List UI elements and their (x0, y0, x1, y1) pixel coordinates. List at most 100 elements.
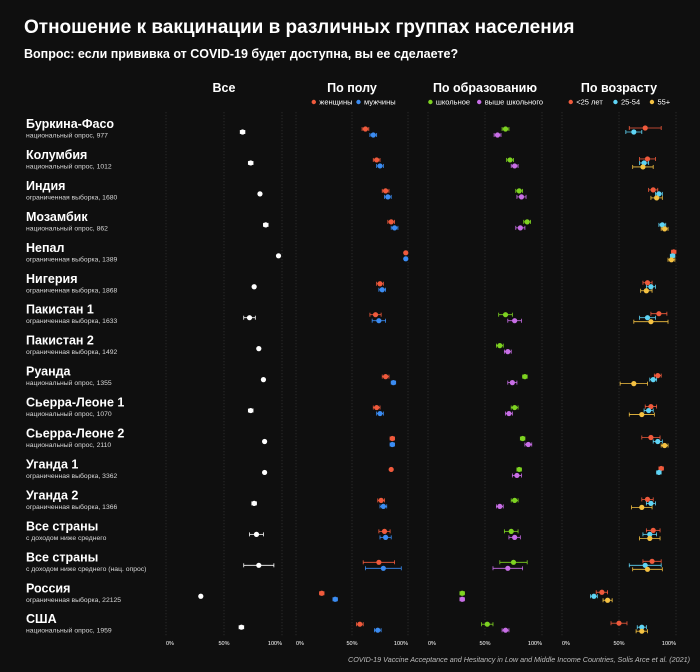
row-2-all-point (257, 191, 263, 197)
row-9-age-55-point (639, 411, 645, 418)
row-8-higher-point (509, 380, 515, 386)
row-13-school-point (508, 528, 514, 534)
row-8-age-lt25-point (655, 373, 661, 379)
legend-label-gender-1: мужчины (364, 98, 396, 107)
row-10-age-55-point (662, 442, 668, 449)
row-12-school-point (512, 497, 518, 503)
row-14-age-25-54-point (642, 562, 648, 568)
row-15-age-25-54-point (591, 593, 597, 599)
row-14-women-point (376, 559, 382, 565)
row-sample-12: ограниченная выборка, 1366 (26, 503, 118, 511)
row-16-age-25-54-point (639, 624, 645, 630)
row-13-men-point (383, 534, 389, 540)
row-sample-0: национальный опрос, 977 (26, 132, 108, 140)
row-16-all-point (238, 624, 244, 630)
row-4-all-point (275, 253, 282, 259)
row-11-all-point (262, 469, 268, 476)
grid-lines (165, 112, 677, 636)
row-1-men-point (377, 163, 383, 169)
row-sample-10: национальный опрос, 2110 (26, 441, 111, 449)
row-country-5: Нигерия (26, 272, 77, 286)
row-2-women-point (383, 188, 389, 194)
legend-swatch-gender-1 (356, 99, 361, 105)
tick-label-all-50: 50% (218, 641, 229, 647)
row-9-women-point (374, 404, 380, 411)
tick-label-gender-50: 50% (346, 641, 357, 647)
tick-label-age-100: 100% (662, 641, 676, 647)
row-7-school-point (497, 343, 503, 349)
legend-label-edu-1: выше школьного (485, 98, 543, 107)
row-3-all-point (263, 222, 269, 228)
row-country-13: Все страны (26, 519, 98, 533)
row-2-age-55-point (654, 195, 660, 201)
legend-label-age-1: 25-54 (621, 98, 640, 107)
legend-label-age-0: <25 лет (576, 98, 603, 107)
row-15-age-lt25-point (599, 589, 605, 595)
row-country-4: Непал (26, 241, 64, 255)
row-4-age-25-54-point (669, 253, 676, 259)
row-3-age-25-54-point (659, 222, 665, 228)
row-10-all-point (262, 438, 268, 445)
row-15-higher-point (459, 596, 465, 602)
row-14-all-point (256, 562, 262, 568)
row-country-8: Руанда (26, 365, 72, 379)
row-7-higher-point (505, 349, 511, 355)
row-3-higher-point (517, 225, 523, 231)
row-16-men-point (375, 627, 381, 633)
row-12-men-point (380, 503, 386, 509)
row-16-school-point (484, 621, 490, 627)
row-13-age-25-54-point (647, 531, 653, 537)
row-10-school-point (520, 435, 526, 442)
row-6-age-55-point (648, 319, 654, 325)
legend-swatch-gender-0 (311, 99, 316, 105)
row-country-2: Индия (26, 179, 65, 193)
row-sample-8: национальный опрос, 1355 (26, 379, 112, 387)
row-8-school-point (522, 374, 528, 380)
row-sample-13: с доходом ниже среднего (26, 535, 107, 542)
row-9-men-point (377, 410, 383, 417)
row-8-men-point (390, 380, 397, 386)
row-sample-14: с доходом ниже среднего (нац. опрос) (26, 566, 146, 573)
row-5-women-point (377, 281, 383, 287)
row-12-all-point (251, 500, 257, 506)
row-0-men-point (370, 132, 376, 138)
row-10-higher-point (525, 441, 531, 448)
row-14-higher-point (505, 565, 511, 571)
tick-label-all-100: 100% (268, 641, 282, 647)
row-2-age-lt25-point (650, 187, 656, 193)
row-1-higher-point (512, 163, 518, 169)
data-marks (198, 125, 677, 634)
row-sample-7: ограниченная выборка, 1492 (26, 348, 118, 356)
row-6-men-point (376, 318, 382, 324)
chart-title: Отношение к вакцинации в различных групп… (24, 17, 574, 38)
row-6-school-point (502, 312, 509, 318)
row-sample-15: ограниченная выборка, 22125 (26, 596, 121, 604)
row-9-higher-point (506, 410, 512, 417)
panel-title-edu: По образованию (433, 81, 537, 95)
tick-label-edu-100: 100% (528, 641, 542, 647)
row-8-women-point (383, 374, 389, 380)
row-11-age-25-54-point (656, 469, 662, 476)
row-1-all-point (248, 160, 254, 166)
row-14-men-point (380, 565, 386, 571)
row-3-school-point (524, 219, 530, 225)
row-11-higher-point (514, 472, 520, 479)
row-12-age-lt25-point (644, 496, 651, 502)
row-10-age-25-54-point (655, 438, 661, 445)
row-13-higher-point (512, 534, 518, 540)
row-1-age-55-point (640, 164, 646, 170)
panel-title-gender: По полу (327, 81, 377, 95)
legend-label-age-2: 55+ (657, 98, 670, 107)
row-country-7: Пакистан 2 (26, 334, 94, 348)
tick-label-edu-0: 0% (428, 641, 436, 647)
row-13-age-55-point (647, 535, 653, 541)
row-sample-2: ограниченная выборка, 1680 (26, 193, 118, 201)
row-16-women-point (357, 621, 363, 627)
row-1-school-point (507, 157, 513, 163)
row-15-all-point (198, 593, 204, 599)
row-country-12: Уганда 2 (26, 488, 78, 502)
row-9-age-25-54-point (646, 407, 652, 414)
row-10-men-point (389, 441, 395, 448)
row-country-1: Колумбия (26, 148, 87, 162)
